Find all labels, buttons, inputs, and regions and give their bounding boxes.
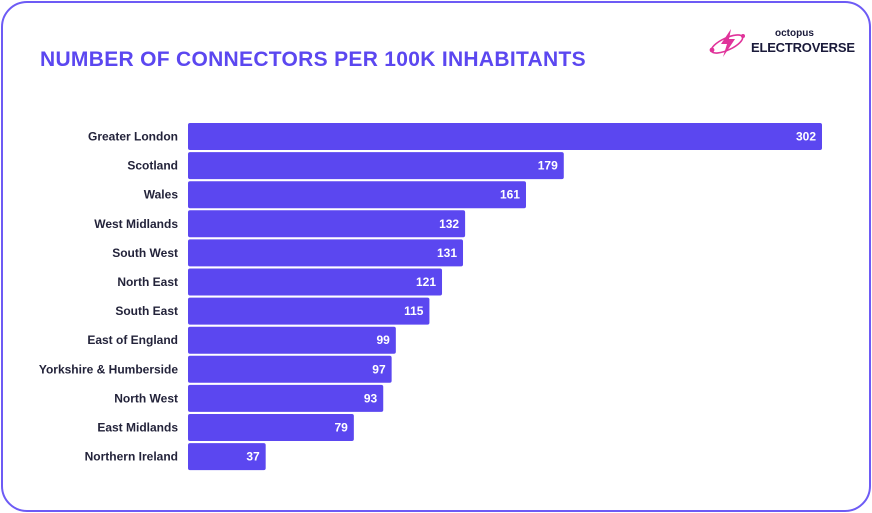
value-label: 302 <box>796 130 816 144</box>
bar <box>188 414 354 441</box>
value-label: 179 <box>538 159 558 173</box>
bar <box>188 443 266 471</box>
category-label: Scotland <box>127 159 178 173</box>
category-label: North West <box>114 391 178 405</box>
value-label: 97 <box>372 362 386 376</box>
category-label: North East <box>117 275 178 289</box>
value-label: 161 <box>500 188 520 202</box>
chart-title: NUMBER OF CONNECTORS PER 100K INHABITANT… <box>40 48 586 71</box>
category-label: South West <box>112 246 178 260</box>
bar <box>188 123 822 150</box>
bar <box>188 355 392 383</box>
category-label: Yorkshire & Humberside <box>39 362 178 376</box>
lightning-bolt-icon <box>709 29 745 57</box>
value-label: 99 <box>376 333 390 347</box>
category-label: Wales <box>144 188 179 202</box>
category-label: East of England <box>87 333 178 347</box>
value-label: 79 <box>334 421 348 435</box>
logo-text-octopus: octopus <box>775 28 814 39</box>
octopus-electroverse-logo: octopus ELECTROVERSE <box>707 26 855 60</box>
bar <box>188 297 430 325</box>
bar <box>188 384 384 412</box>
value-label: 131 <box>437 246 457 260</box>
value-label: 115 <box>404 304 424 318</box>
bar <box>188 268 443 296</box>
value-label: 132 <box>439 217 459 231</box>
category-label: Northern Ireland <box>85 450 178 464</box>
category-label: Greater London <box>88 130 178 144</box>
bar <box>188 181 526 209</box>
logo-text-electroverse: ELECTROVERSE <box>751 40 855 55</box>
category-label: South East <box>115 304 178 318</box>
category-label: East Midlands <box>97 421 178 435</box>
bar <box>188 239 464 267</box>
bar <box>188 152 564 180</box>
value-label: 121 <box>416 275 436 289</box>
bar <box>188 210 466 238</box>
category-label: West Midlands <box>94 217 178 231</box>
value-label: 93 <box>364 391 378 405</box>
value-label: 37 <box>246 450 260 464</box>
bar <box>188 326 396 354</box>
